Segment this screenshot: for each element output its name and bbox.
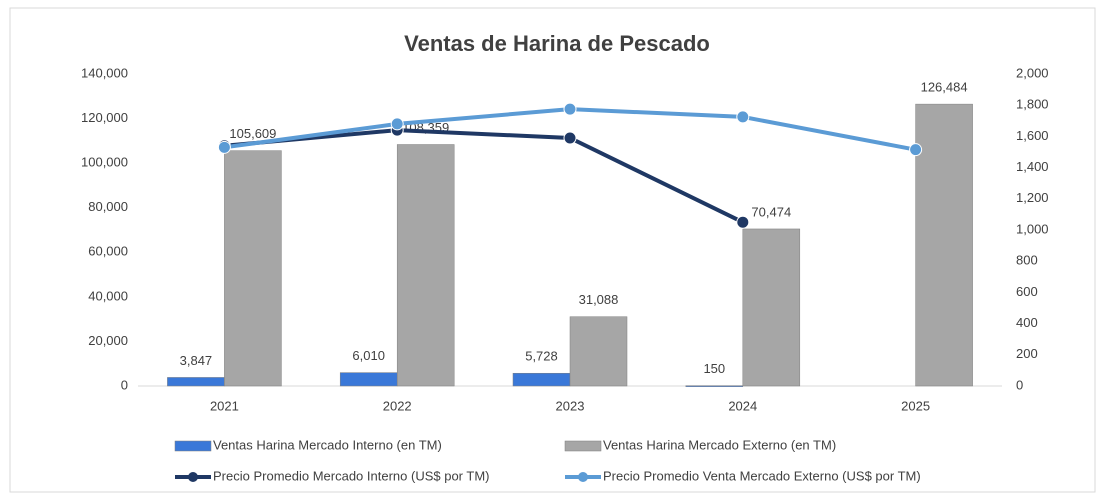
data-label: 126,484 <box>921 80 968 95</box>
x-tick-label: 2025 <box>901 398 930 413</box>
legend-label: Ventas Harina Mercado Interno (en TM) <box>213 437 442 452</box>
y-tick-label: 120,000 <box>81 110 128 125</box>
y2-tick-label: 1,600 <box>1016 128 1049 143</box>
legend-label: Ventas Harina Mercado Externo (en TM) <box>603 437 836 452</box>
data-label: 6,010 <box>352 348 385 363</box>
line <box>224 128 744 224</box>
data-label: 70,474 <box>751 204 791 219</box>
x-tick-label: 2022 <box>383 398 412 413</box>
y-tick-label: 140,000 <box>81 65 128 80</box>
y2-tick-label: 2,000 <box>1016 65 1049 80</box>
y-tick-label: 40,000 <box>88 288 128 303</box>
legend-swatch <box>188 472 198 482</box>
data-label: 3,847 <box>180 353 213 368</box>
y-tick-label: 20,000 <box>88 333 128 348</box>
data-label: 150 <box>703 361 725 376</box>
line-marker <box>390 117 404 131</box>
data-label: 105,609 <box>229 126 276 141</box>
line-marker <box>736 215 750 229</box>
y2-tick-label: 400 <box>1016 315 1038 330</box>
data-label: 31,088 <box>579 292 619 307</box>
y2-tick-label: 1,400 <box>1016 159 1049 174</box>
y2-tick-label: 200 <box>1016 346 1038 361</box>
y2-tick-label: 1,000 <box>1016 221 1049 236</box>
y2-tick-label: 1,200 <box>1016 190 1049 205</box>
y-tick-label: 60,000 <box>88 244 128 259</box>
bar <box>742 228 801 387</box>
bar <box>569 316 628 387</box>
line-marker <box>563 131 577 145</box>
x-tick-label: 2023 <box>556 398 585 413</box>
data-label: 5,728 <box>525 349 558 364</box>
bar <box>512 372 571 387</box>
bar <box>339 372 398 387</box>
chart-title: Ventas de Harina de Pescado <box>404 31 710 56</box>
x-tick-label: 2024 <box>728 398 757 413</box>
legend-swatch <box>578 472 588 482</box>
x-tick-label: 2021 <box>210 398 239 413</box>
legend-label: Precio Promedio Mercado Interno (US$ por… <box>213 468 489 483</box>
y2-tick-label: 600 <box>1016 284 1038 299</box>
chart-frame <box>9 7 1096 493</box>
bar <box>224 150 282 387</box>
y2-tick-label: 0 <box>1016 377 1023 392</box>
bar <box>685 385 744 387</box>
y2-tick-label: 1,800 <box>1016 97 1049 112</box>
y-tick-label: 80,000 <box>88 199 128 214</box>
bar <box>396 144 455 387</box>
line-marker <box>736 110 750 124</box>
line-marker <box>217 140 231 154</box>
line-marker <box>909 143 923 157</box>
legend-swatch <box>174 440 212 452</box>
line-marker <box>563 102 577 116</box>
legend-label: Precio Promedio Venta Mercado Externo (U… <box>603 468 921 483</box>
y-tick-label: 0 <box>121 377 128 392</box>
y-tick-label: 100,000 <box>81 155 128 170</box>
y2-tick-label: 800 <box>1016 253 1038 268</box>
legend-swatch <box>564 440 602 452</box>
bar <box>167 377 225 387</box>
bar <box>915 103 973 387</box>
